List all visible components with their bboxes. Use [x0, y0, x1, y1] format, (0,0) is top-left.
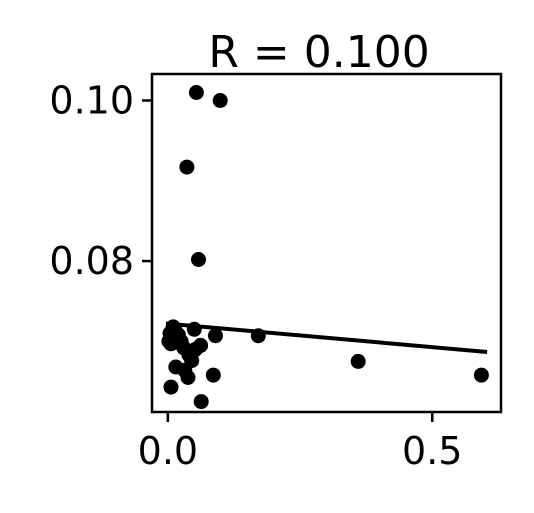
data-point-3 [191, 252, 206, 267]
data-point-1 [212, 93, 228, 108]
data-point-2 [179, 159, 195, 175]
data-points [161, 85, 489, 410]
data-point-0 [188, 85, 204, 100]
x-axis-ticks: 0.0 0.5 [138, 412, 462, 473]
data-point-26 [350, 353, 366, 369]
x-tick-label-0: 0.0 [138, 429, 198, 473]
y-tick-label-1: 0.10 [49, 78, 134, 122]
fit-line [165, 321, 488, 354]
y-axis-ticks: 0.08 0.10 [49, 78, 152, 283]
fit-line-group [165, 321, 488, 354]
data-point-24 [163, 379, 179, 395]
x-tick-label-1: 0.5 [402, 429, 462, 473]
plot-frame [150, 72, 503, 414]
data-point-23 [205, 367, 221, 383]
data-point-25 [193, 394, 209, 410]
y-tick-label-0: 0.08 [49, 239, 134, 283]
data-point-22 [180, 370, 196, 385]
data-point-16 [208, 328, 223, 344]
data-point-27 [473, 367, 489, 383]
chart-title: R = 0.100 [208, 27, 429, 78]
